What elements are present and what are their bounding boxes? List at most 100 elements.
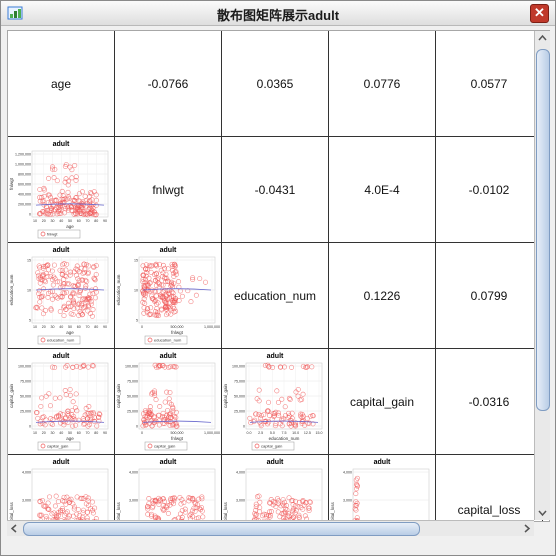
- data-point: [140, 272, 146, 278]
- data-point: [353, 499, 359, 505]
- data-point: [92, 295, 98, 301]
- data-point: [69, 167, 75, 173]
- data-point: [66, 300, 71, 306]
- data-point: [91, 264, 97, 270]
- data-point: [85, 423, 91, 429]
- data-point: [266, 399, 272, 405]
- data-point: [253, 512, 258, 518]
- data-point: [188, 511, 194, 517]
- correlation-value: -0.0316: [468, 395, 510, 409]
- data-point: [149, 287, 155, 293]
- data-point: [165, 510, 171, 516]
- data-point: [76, 301, 82, 307]
- plot-title: adult: [53, 141, 70, 148]
- data-point: [87, 296, 93, 302]
- data-point: [306, 508, 312, 514]
- data-point: [354, 518, 360, 521]
- data-point: [172, 517, 178, 521]
- data-point: [67, 392, 73, 398]
- data-point: [40, 273, 46, 279]
- vertical-scroll-thumb[interactable]: [536, 49, 550, 411]
- data-point: [58, 509, 63, 515]
- vertical-scrollbar[interactable]: [534, 31, 550, 520]
- data-point: [156, 313, 161, 319]
- close-button[interactable]: ✕: [530, 4, 549, 23]
- x-tick-label: 20: [42, 325, 46, 329]
- scroll-right-icon[interactable]: [520, 522, 533, 535]
- data-point: [46, 391, 52, 397]
- data-point: [66, 304, 72, 310]
- x-tick-label: 40: [59, 431, 63, 435]
- data-point: [65, 207, 71, 213]
- legend-marker: [40, 443, 46, 449]
- data-point: [153, 293, 159, 299]
- data-point: [196, 496, 202, 502]
- x-tick-label: 50: [68, 431, 72, 435]
- data-point: [45, 262, 51, 268]
- x-tick-label: 60: [77, 431, 81, 435]
- data-point: [37, 499, 43, 505]
- data-point: [181, 500, 187, 506]
- data-point: [83, 198, 89, 204]
- data-point: [164, 306, 170, 312]
- data-point: [267, 500, 273, 506]
- data-point: [67, 386, 73, 392]
- scroll-up-icon[interactable]: [536, 32, 549, 45]
- scatter-cell[interactable]: adult 100,000 75,000 50,000 25,000 0 capital_g…: [8, 349, 115, 455]
- scatter-cell[interactable]: adult 100,000 75,000 50,000 25,000 0 capital_g…: [222, 349, 329, 455]
- data-point: [63, 364, 69, 370]
- scroll-left-icon[interactable]: [8, 522, 21, 535]
- data-point: [70, 283, 76, 289]
- data-point: [283, 506, 288, 512]
- data-point: [35, 305, 40, 311]
- scatter-cell[interactable]: adult 1,200,000 1,000,000 800,000 600,000 400…: [8, 137, 115, 243]
- data-point: [39, 414, 45, 420]
- scatter-cell[interactable]: adult 100,000 75,000 50,000 25,000 0 capital_g…: [115, 349, 222, 455]
- data-point: [43, 513, 49, 519]
- data-point: [80, 311, 86, 317]
- scatter-cell[interactable]: adult 15 10 5 education_num 10 20 30 40 50 60 70 80 9…: [8, 243, 115, 349]
- scroll-down-icon[interactable]: [536, 506, 549, 519]
- data-point: [263, 512, 269, 518]
- data-point: [161, 414, 167, 420]
- data-point: [147, 280, 153, 286]
- data-point: [65, 204, 71, 210]
- variable-label: education_num: [233, 289, 317, 303]
- title-bar: 散布图矩阵展示adult ✕: [1, 1, 555, 26]
- data-point: [91, 519, 96, 521]
- y-tick-label: 100,000: [18, 365, 31, 369]
- scatter-cell[interactable]: adult 15 10 5 education_num 0 500,000 1,000,000…: [115, 243, 222, 349]
- data-point: [296, 514, 302, 520]
- legend-box: [144, 441, 188, 451]
- x-tick-label: 20: [42, 219, 46, 223]
- data-point: [72, 405, 78, 411]
- data-point: [270, 499, 276, 505]
- data-point: [143, 266, 149, 272]
- data-point: [170, 422, 176, 428]
- data-point: [282, 518, 287, 521]
- data-point: [296, 499, 302, 505]
- y-axis-label: capital_gain: [9, 384, 14, 409]
- data-point: [76, 292, 82, 298]
- data-point: [50, 517, 56, 521]
- data-point: [52, 166, 58, 172]
- data-point: [189, 508, 195, 514]
- x-tick-label: 10: [33, 431, 37, 435]
- horizontal-scroll-thumb[interactable]: [23, 522, 420, 536]
- data-point: [167, 364, 173, 370]
- data-point: [296, 512, 302, 518]
- scatter-plot-education-fnlwgt: adult 15 10 5 education_num 0 500,000 1,000,000…: [116, 247, 220, 345]
- data-point: [265, 408, 271, 414]
- horizontal-scrollbar[interactable]: [7, 520, 534, 536]
- data-point: [354, 502, 360, 508]
- data-point: [78, 210, 84, 216]
- data-point: [266, 512, 272, 518]
- correlation-cell: 4.0E-4: [329, 137, 436, 243]
- data-point: [80, 270, 86, 276]
- data-point: [354, 475, 360, 481]
- matrix-viewport[interactable]: age -0.0766 0.0365 0.0776 0.0577 adult 1,…: [7, 30, 550, 522]
